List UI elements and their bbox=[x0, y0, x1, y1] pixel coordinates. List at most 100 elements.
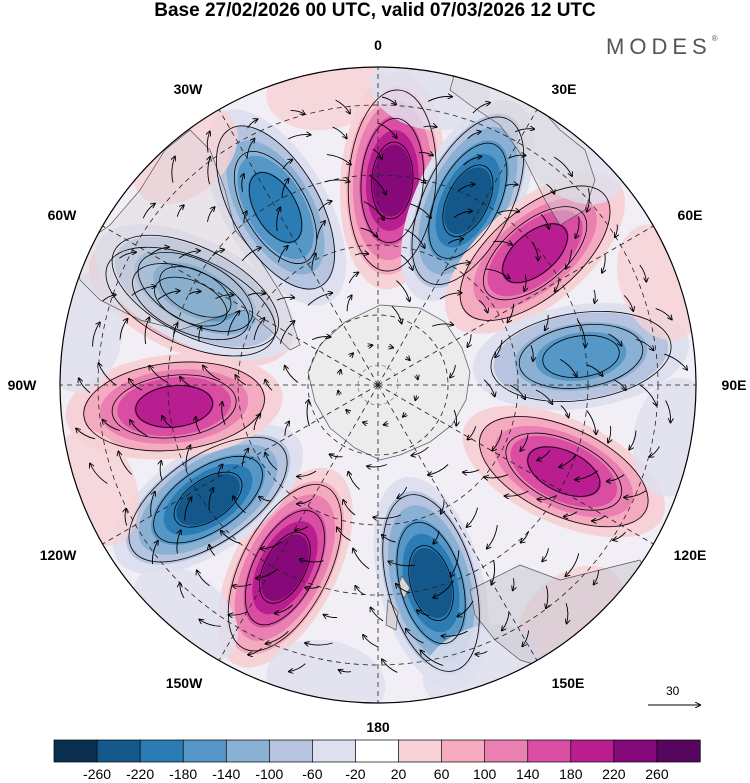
wind-arrow bbox=[649, 446, 660, 456]
wind-arrow bbox=[566, 602, 568, 623]
contour-line bbox=[159, 266, 232, 318]
wind-arrow bbox=[447, 239, 463, 244]
contour-line bbox=[542, 334, 620, 378]
wind-arrow bbox=[629, 430, 637, 450]
contour-line bbox=[244, 510, 325, 626]
wind-arrow bbox=[538, 495, 557, 499]
wind-arrow bbox=[411, 446, 429, 455]
wind-arrow bbox=[197, 570, 210, 587]
latitude-circle bbox=[237, 244, 519, 526]
wind-arrow bbox=[515, 129, 534, 133]
wind-arrow bbox=[487, 525, 498, 549]
wind-arrow bbox=[615, 224, 617, 238]
wind-arrow bbox=[388, 346, 393, 347]
wind-arrow bbox=[400, 254, 413, 270]
meridian-line bbox=[377, 109, 538, 386]
colorbar-tick: -100 bbox=[255, 766, 284, 782]
anomaly-band bbox=[260, 534, 309, 601]
wind-arrow bbox=[338, 391, 339, 396]
wind-arrow bbox=[463, 156, 482, 166]
wind-arrow bbox=[221, 531, 241, 544]
wind-arrow bbox=[623, 295, 633, 311]
map-boundary bbox=[59, 66, 697, 704]
colorbar-tick: -180 bbox=[169, 766, 198, 782]
meridian-line bbox=[377, 384, 654, 545]
graticule bbox=[60, 67, 696, 703]
wind-arrow bbox=[335, 99, 350, 114]
wind-arrow bbox=[363, 422, 368, 423]
colorbar-swatch bbox=[441, 739, 486, 763]
wind-arrow bbox=[246, 139, 255, 159]
wind-arrow bbox=[509, 384, 525, 399]
wind-arrow bbox=[142, 204, 155, 219]
wind-arrow bbox=[354, 253, 368, 255]
wind-arrow bbox=[348, 472, 360, 490]
wind-arrow bbox=[300, 559, 324, 562]
wind-arrow bbox=[289, 663, 306, 672]
wind-arrow bbox=[418, 153, 433, 156]
latitude-circle bbox=[167, 174, 589, 596]
wind-arrow bbox=[439, 293, 462, 300]
wind-arrow bbox=[150, 492, 155, 517]
colorbar-swatch bbox=[570, 739, 615, 763]
wind-arrow bbox=[285, 366, 299, 383]
wind-arrow bbox=[507, 303, 515, 323]
wind-arrow bbox=[248, 648, 262, 654]
lon-label-120e: 120E bbox=[673, 547, 707, 563]
wind-arrow bbox=[405, 228, 424, 248]
wind-arrow bbox=[90, 464, 108, 484]
wind-arrow bbox=[360, 227, 378, 237]
wind-arrow bbox=[504, 184, 518, 186]
wind-arrow bbox=[288, 135, 310, 140]
wind-arrow bbox=[608, 425, 611, 443]
colorbar-swatch bbox=[613, 739, 658, 763]
wind-arrow bbox=[442, 630, 468, 636]
wind-arrow bbox=[92, 322, 100, 347]
wind-arrow bbox=[363, 201, 384, 221]
anomaly-band bbox=[176, 473, 240, 526]
wind-arrow bbox=[381, 96, 396, 104]
colorbar-swatch bbox=[139, 739, 184, 763]
wind-arrow bbox=[119, 319, 128, 340]
contour-line bbox=[259, 531, 311, 604]
wind-arrow bbox=[125, 509, 127, 526]
wind-arrow bbox=[346, 410, 350, 414]
wind-arrow bbox=[253, 414, 260, 431]
wind-arrow bbox=[102, 420, 121, 431]
wind-arrow bbox=[594, 289, 595, 303]
contour-line bbox=[111, 374, 237, 439]
wind-arrow bbox=[613, 379, 626, 390]
wind-arrow bbox=[467, 334, 471, 347]
wind-arrow bbox=[259, 497, 271, 502]
wind-arrow bbox=[467, 132, 481, 140]
wind-arrow bbox=[406, 629, 424, 644]
wind-arrow bbox=[382, 659, 398, 673]
lon-label-60w: 60W bbox=[47, 207, 77, 223]
wind-arrow bbox=[513, 578, 514, 590]
wind-arrow bbox=[467, 507, 479, 527]
wind-arrow bbox=[450, 364, 456, 378]
wind-arrow bbox=[443, 263, 470, 272]
wind-arrow bbox=[655, 308, 672, 320]
wind-arrow bbox=[76, 429, 96, 440]
contour-line bbox=[83, 361, 265, 452]
wind-arrow bbox=[495, 339, 503, 357]
wind-arrow bbox=[546, 585, 548, 609]
wind-arrow bbox=[423, 126, 437, 127]
contour-line bbox=[428, 142, 508, 259]
map-disc bbox=[60, 67, 696, 703]
meridian-line bbox=[218, 109, 379, 386]
colorbar-tick: 60 bbox=[433, 766, 450, 782]
wind-arrow bbox=[261, 541, 282, 549]
wind-arrow bbox=[607, 474, 625, 482]
map-title: Base 27/02/2026 00 UTC, valid 07/03/2026… bbox=[154, 0, 596, 21]
wind-arrow bbox=[326, 154, 351, 165]
wind-arrow bbox=[524, 274, 526, 291]
wind-arrow bbox=[290, 111, 305, 115]
contour-line bbox=[173, 471, 243, 528]
wind-arrow bbox=[531, 242, 538, 260]
wind-arrow bbox=[483, 379, 495, 397]
wind-arrow bbox=[635, 339, 654, 351]
wind-arrow bbox=[241, 248, 261, 262]
wind-arrow bbox=[265, 380, 273, 391]
